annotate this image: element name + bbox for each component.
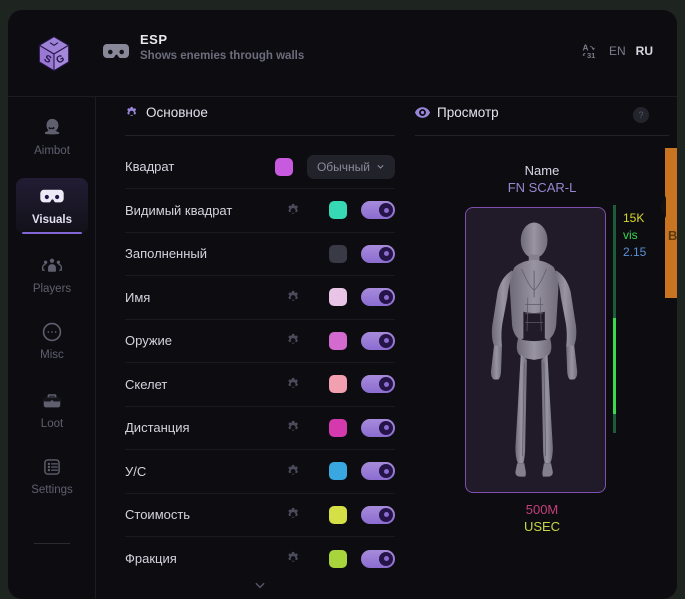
svg-text:31: 31 — [587, 51, 595, 60]
